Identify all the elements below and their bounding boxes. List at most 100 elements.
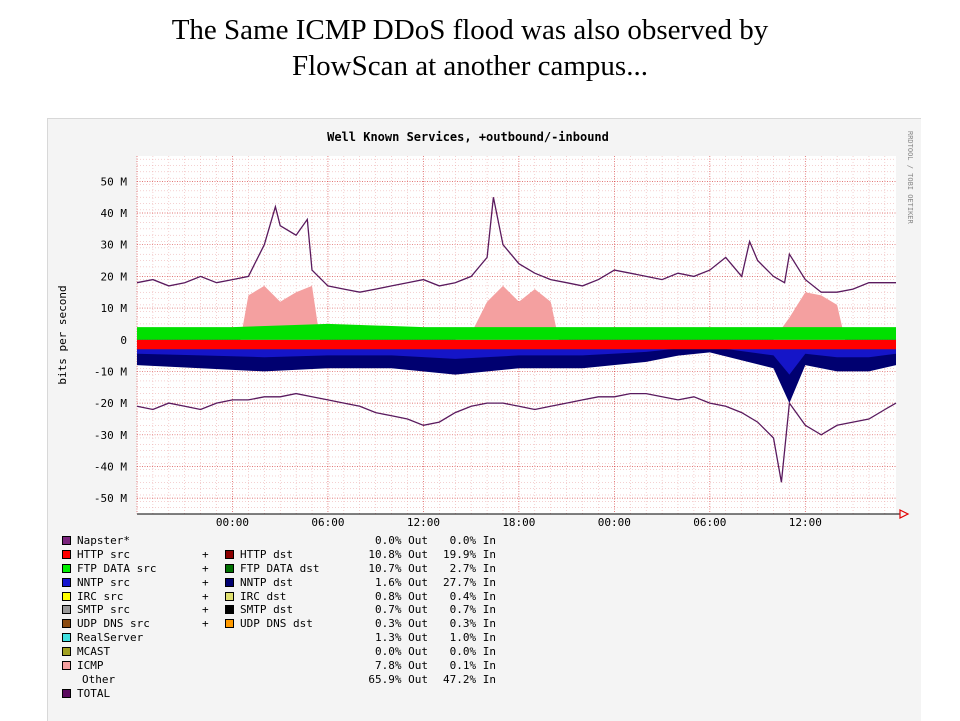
- legend: Napster* 0.0% Out 0.0% In HTTP src + HTTP dst…: [62, 534, 622, 701]
- legend-out-percent: 10.7% Out: [368, 561, 428, 575]
- x-tick-label: 18:00: [502, 516, 535, 529]
- y-tick-label: 50 M: [101, 175, 128, 188]
- legend-plus: +: [202, 575, 209, 589]
- legend-label: NNTP dst: [240, 575, 293, 589]
- legend-label: Napster*: [77, 534, 130, 547]
- y-tick-label: 40 M: [101, 207, 128, 220]
- legend-label: FTP DATA src: [77, 561, 157, 575]
- chart-title: Well Known Services, +outbound/-inbound: [327, 130, 609, 144]
- y-tick-label: -20 M: [94, 397, 127, 410]
- series-total-outbound-line: [136, 197, 896, 293]
- legend-swatch: [62, 591, 71, 601]
- y-axis-ticks: 50 M 40 M 30 M 20 M 10 M 0 -10 M -20 M -30 M -40 …: [94, 175, 127, 505]
- legend-label: HTTP dst: [240, 547, 293, 561]
- legend-swatch: [225, 605, 234, 615]
- legend-out-percent: 0.0% Out: [375, 645, 428, 659]
- legend-swatch: [225, 591, 234, 601]
- slide-title: The Same ICMP DDoS flood was also observ…: [0, 12, 940, 84]
- legend-in-percent: 47.2% In: [443, 672, 496, 686]
- legend-label: Other: [82, 672, 116, 686]
- legend-out-percent: 1.6% Out: [375, 575, 428, 589]
- legend-swatch: [62, 563, 71, 573]
- legend-label: MCAST: [77, 645, 111, 659]
- legend-swatch: [62, 619, 71, 629]
- legend-out-percent: 10.8% Out: [368, 547, 428, 561]
- x-tick-label: 06:00: [311, 516, 344, 529]
- series-total-inbound-line: [136, 392, 897, 483]
- x-axis-ticks: 00:00 06:00 12:00 18:00 00:00 06:00 12:00: [216, 516, 822, 529]
- legend-row: MCAST 0.0% Out 0.0% In: [62, 645, 622, 659]
- legend-swatch: [62, 577, 71, 587]
- legend-label: IRC dst: [240, 589, 287, 603]
- legend-plus: +: [202, 603, 209, 617]
- x-tick-label: 00:00: [598, 516, 631, 529]
- legend-swatch: [225, 563, 234, 573]
- legend-label: TOTAL: [77, 686, 111, 700]
- legend-swatch: [62, 605, 71, 615]
- legend-in-percent: 1.0% In: [449, 631, 496, 645]
- services-chart: 50 M 40 M 30 M 20 M 10 M 0 -10 M -20 M -30 M -40 …: [56, 130, 914, 529]
- legend-plus: +: [202, 589, 209, 603]
- legend-swatch: [62, 536, 71, 545]
- flowscan-graph-panel: 50 M 40 M 30 M 20 M 10 M 0 -10 M -20 M -30 M -40 …: [47, 118, 921, 721]
- legend-row: Napster* 0.0% Out 0.0% In: [62, 534, 622, 548]
- legend-label: SMTP dst: [240, 603, 293, 617]
- legend-in-percent: 0.0% In: [449, 534, 496, 547]
- y-tick-label: -50 M: [94, 492, 127, 505]
- legend-in-percent: 27.7% In: [443, 575, 496, 589]
- slide-title-line-1: The Same ICMP DDoS flood was also observ…: [171, 14, 769, 46]
- legend-plus: +: [202, 617, 209, 631]
- legend-swatch: [62, 661, 71, 671]
- series-layer: [136, 197, 897, 483]
- legend-in-percent: 0.1% In: [449, 659, 496, 673]
- y-axis-label: bits per second: [56, 285, 69, 384]
- legend-swatch: [225, 577, 234, 587]
- legend-row: ICMP 7.8% Out 0.1% In: [62, 659, 622, 673]
- legend-in-percent: 0.4% In: [449, 589, 496, 603]
- legend-label: NNTP src: [77, 575, 130, 589]
- legend-swatch: [62, 688, 71, 698]
- y-tick-label: 30 M: [101, 239, 128, 252]
- legend-label: UDP DNS dst: [240, 617, 313, 631]
- legend-in-percent: 0.3% In: [449, 617, 496, 631]
- legend-in-percent: 2.7% In: [449, 561, 496, 575]
- y-tick-label: 10 M: [101, 302, 128, 315]
- y-tick-label: -40 M: [94, 460, 127, 473]
- legend-out-percent: 0.3% Out: [375, 617, 428, 631]
- legend-swatch: [225, 619, 234, 629]
- legend-swatch: [225, 549, 234, 559]
- x-tick-label: 06:00: [693, 516, 726, 529]
- legend-in-percent: 0.0% In: [449, 645, 496, 659]
- x-tick-label: 12:00: [407, 516, 440, 529]
- legend-row: RealServer 1.3% Out 1.0% In: [62, 631, 622, 645]
- x-tick-label: 00:00: [216, 516, 249, 529]
- legend-swatch: [62, 633, 71, 643]
- legend-in-percent: 19.9% In: [443, 547, 496, 561]
- legend-label: HTTP src: [77, 547, 130, 561]
- legend-out-percent: 7.8% Out: [375, 659, 428, 673]
- legend-out-percent: 65.9% Out: [368, 672, 428, 686]
- legend-row: Other 65.9% Out 47.2% In: [62, 673, 622, 687]
- legend-swatch: [62, 647, 71, 657]
- slide-title-line-2: FlowScan at another campus...: [292, 50, 648, 82]
- legend-label: FTP DATA dst: [240, 561, 320, 575]
- series-icmp-area: [137, 285, 896, 340]
- legend-out-percent: 0.7% Out: [375, 603, 428, 617]
- y-tick-label: -30 M: [94, 429, 127, 442]
- legend-row: FTP DATA src + FTP DATA dst 10.7% Out 2.7% I…: [62, 562, 622, 576]
- x-axis-arrow: [899, 509, 910, 519]
- legend-plus: +: [202, 561, 209, 575]
- rrdtool-watermark: RRDTOOL / TOBI OETIKER: [906, 131, 914, 225]
- legend-label: SMTP src: [77, 603, 130, 617]
- series-ftp-data-area: [137, 323, 896, 340]
- legend-in-percent: 0.7% In: [449, 603, 496, 617]
- legend-row: SMTP src + SMTP dst 0.7% Out 0.7% In: [62, 603, 622, 617]
- legend-swatch: [62, 549, 71, 559]
- series-http-area: [137, 339, 896, 350]
- legend-plus: +: [202, 547, 209, 561]
- legend-out-percent: 0.0% Out: [375, 534, 428, 547]
- legend-row: TOTAL: [62, 687, 622, 701]
- legend-out-percent: 0.8% Out: [375, 589, 428, 603]
- legend-label: UDP DNS src: [77, 617, 150, 631]
- y-tick-label: 20 M: [101, 270, 128, 283]
